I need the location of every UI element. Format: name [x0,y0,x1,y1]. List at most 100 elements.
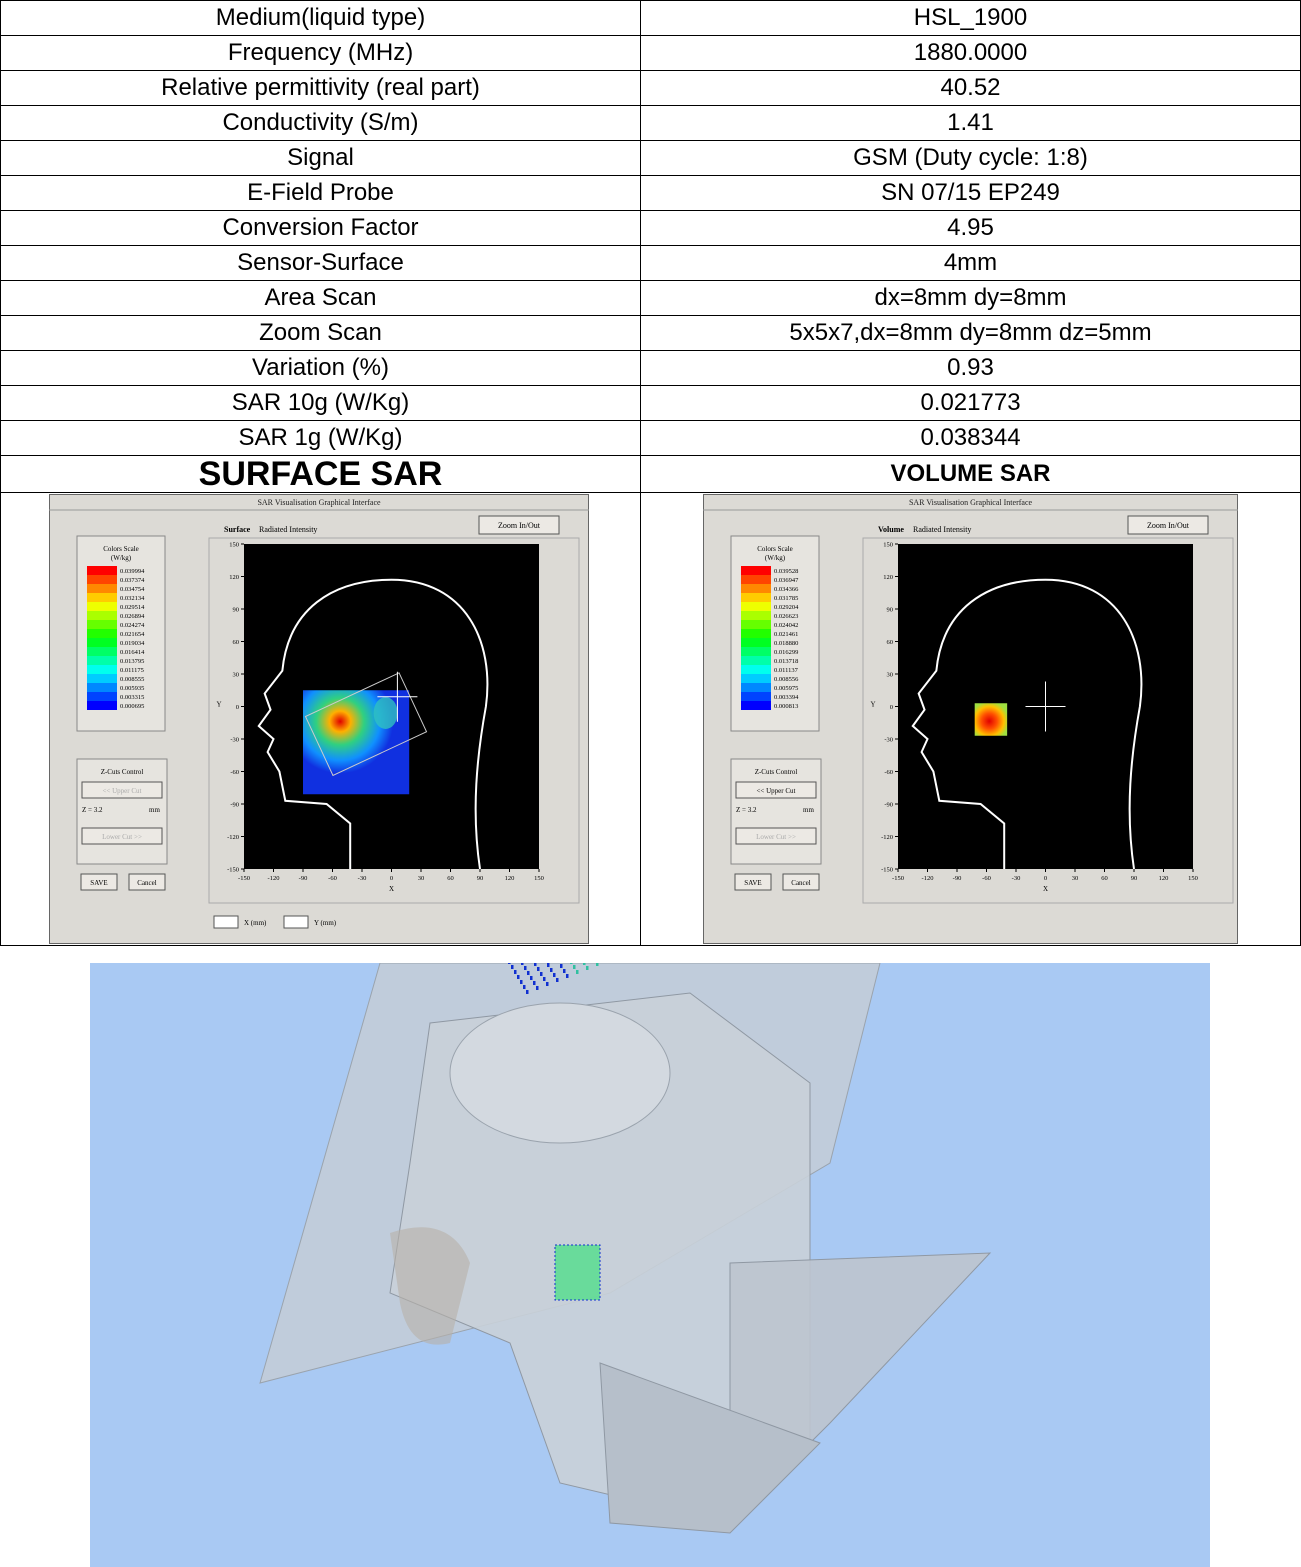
value-cell: 4.95 [640,210,1301,246]
scale-unit: (W/kg) [111,554,132,562]
scale-value: 0.026894 [120,613,145,620]
scale-swatch [741,575,771,584]
scale-title: Colors Scale [103,545,139,553]
scan-point [586,966,589,970]
table-row: SAR 10g (W/Kg) 0.021773 [0,385,1301,421]
value-cell: 1880.0000 [640,35,1301,71]
upper-cut-button[interactable] [735,781,817,799]
phantom-ear [390,1227,470,1345]
scale-value: 0.036947 [774,577,799,584]
sar-interface-screenshot: SAR Visualisation Graphical Interface Zoo… [703,494,1238,944]
table-row: Frequency (MHz) 1880.0000 [0,35,1301,71]
x-tick-label: 90 [1131,875,1138,882]
plot-frame [208,537,580,904]
scan-point [533,981,536,985]
scan-point [534,963,537,966]
x-tick-label: -30 [358,875,367,882]
value-cell: 0.021773 [640,385,1301,421]
table-row: Medium(liquid type) HSL_1900 [0,0,1301,36]
value-cell: 1.41 [640,105,1301,141]
scale-swatch [87,575,117,584]
scale-value: 0.021461 [774,631,798,638]
y-tick-label: 90 [887,607,894,614]
scan-point [511,965,514,969]
scan-point [537,967,540,971]
y-tick-label: -150 [227,867,239,874]
scan-point [573,965,576,969]
scale-swatch [741,611,771,620]
scale-unit: (W/kg) [765,554,786,562]
x-tick-label: -90 [953,875,962,882]
cancel-button[interactable] [128,873,166,891]
scale-swatch [87,701,117,710]
zoom-label: Zoom In/Out [498,521,541,530]
scale-value: 0.016299 [774,649,798,656]
cancel-button[interactable] [782,873,820,891]
scale-swatch [87,683,117,692]
scale-value: 0.018880 [774,640,798,647]
window-title: SAR Visualisation Graphical Interface [909,498,1033,507]
table-row: Conversion Factor 4.95 [0,210,1301,246]
table-body: Medium(liquid type) HSL_1900 Frequency (MH… [0,0,1301,946]
scale-swatch [87,611,117,620]
scan-point [540,972,543,976]
x-tick-label: 150 [1188,875,1198,882]
save-button[interactable] [80,873,118,891]
x-axis-label: X [389,885,394,893]
plot-subtitle: Radiated Intensity [259,525,317,534]
scan-point [596,963,599,966]
upper-cut-button[interactable] [81,781,163,799]
y-tick-label: 30 [887,672,894,679]
x-tick-label: 30 [1072,875,1079,882]
lower-cut-button[interactable] [735,827,817,845]
table-row: E-Field Probe SN 07/15 EP249 [0,175,1301,211]
scan-point [550,968,553,972]
cancel-button-label: Cancel [791,879,810,887]
save-button[interactable] [734,873,772,891]
label-cell: Relative permittivity (real part) [0,70,641,106]
y-tick-label: -90 [884,802,893,809]
scale-value: 0.024042 [774,622,798,629]
label-cell: E-Field Probe [0,175,641,211]
scale-value: 0.005935 [120,685,144,692]
scan-point [553,973,556,977]
scale-swatch [87,593,117,602]
zoom-box [304,672,428,777]
scale-value: 0.026623 [774,613,798,620]
value-cell: 4mm [640,245,1301,281]
scale-swatch [741,602,771,611]
scan-point [514,970,517,974]
x-tick-label: 0 [1044,875,1047,882]
scale-swatch [87,656,117,665]
scale-swatch [741,692,771,701]
scan-point [527,971,530,975]
scale-swatch [741,674,771,683]
lower-cut-button-label: Lower Cut >> [102,833,142,841]
value-cell: 5x5x7,dx=8mm dy=8mm dz=5mm [640,315,1301,351]
scale-value: 0.031785 [774,595,798,602]
scale-value: 0.029514 [120,604,145,611]
scan-point [526,990,529,994]
lower-cut-button[interactable] [81,827,163,845]
scan-3d-view [90,963,1210,1567]
surface-header: SURFACE SAR [0,455,641,493]
scale-swatch [741,584,771,593]
table-row: Sensor-Surface 4mm [0,245,1301,281]
volume-heatmap [974,703,1008,736]
input-x [213,915,239,929]
y-tick-label: 120 [883,574,893,581]
zoom-button[interactable] [1127,515,1209,535]
y-tick-label: -150 [881,867,893,874]
table-row: Zoom Scan 5x5x7,dx=8mm dy=8mm dz=5mm [0,315,1301,351]
zoom-cube [554,1244,601,1301]
scan-point [570,963,573,964]
value-cell: 40.52 [640,70,1301,106]
value-cell: GSM (Duty cycle: 1:8) [640,140,1301,176]
x-tick-label: -30 [1012,875,1021,882]
scan-point [521,963,524,965]
zoom-button[interactable] [478,515,560,535]
label-cell: Conductivity (S/m) [0,105,641,141]
plot-frame [862,537,1234,904]
x-tick-label: -60 [982,875,991,882]
secondary-spot [373,697,398,729]
